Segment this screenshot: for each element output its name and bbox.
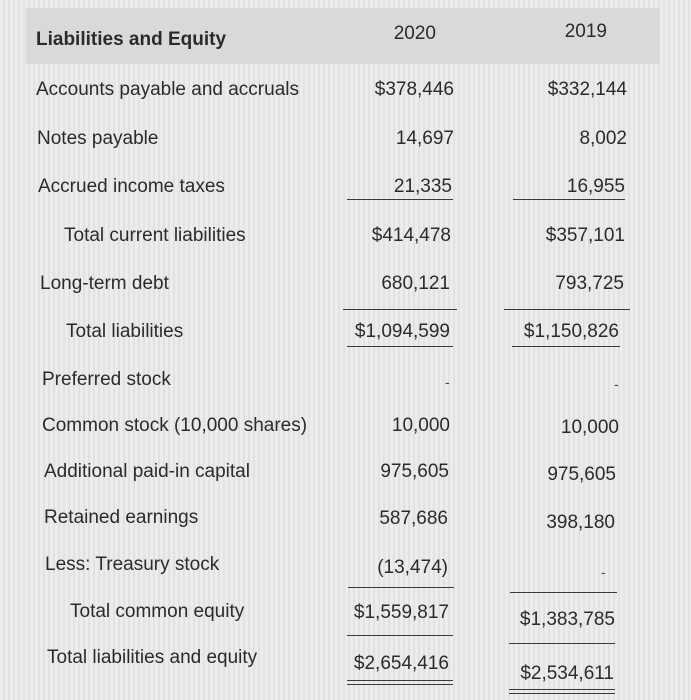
table-row: Notes payable 14,697 8,002 <box>0 119 691 159</box>
row-label: Total liabilities and equity <box>47 647 258 668</box>
row-label: Long-term debt <box>40 273 169 294</box>
value-2020: 21,335 <box>393 176 452 197</box>
value-2019: $332,144 <box>547 79 627 100</box>
value-2019: 398,180 <box>546 512 615 533</box>
row-label: Total common equity <box>70 601 245 622</box>
value-2019: $1,150,826 <box>523 321 619 342</box>
value-2020: $1,559,817 <box>353 602 449 623</box>
value-2020: (13,474) <box>377 557 448 578</box>
table-row: Accrued income taxes 21,335 16,955 <box>0 167 691 207</box>
underline-2020 <box>347 199 453 200</box>
value-2020: $414,478 <box>371 225 451 246</box>
table-row: Long-term debt 680,121 793,725 <box>0 264 691 304</box>
table-row: Total liabilities and equity $2,654,416 … <box>0 638 691 684</box>
value-2020: 975,605 <box>380 461 449 482</box>
table-row: Total common equity $1,559,817 $1,383,78… <box>0 592 691 632</box>
underline-2019 <box>513 199 625 200</box>
table-row: Less: Treasury stock (13,474) - <box>0 545 691 585</box>
underline-2020 <box>343 309 457 310</box>
table-row: Preferred stock - - <box>0 360 691 400</box>
row-label: Common stock (10,000 shares) <box>42 415 308 436</box>
double-underline-2019 <box>509 689 615 694</box>
row-label: Accrued income taxes <box>38 176 225 197</box>
underline-2019 <box>504 309 630 310</box>
value-2020: $378,446 <box>374 79 454 100</box>
value-2020: 680,121 <box>381 273 450 294</box>
value-2019: $2,534,611 <box>520 663 614 684</box>
section-title: Liabilities and Equity <box>36 29 227 50</box>
value-2019: 8,002 <box>579 128 627 149</box>
table-row: Common stock (10,000 shares) 10,000 10,0… <box>0 406 691 446</box>
value-2020: $1,094,599 <box>354 321 450 342</box>
value-2020: 14,697 <box>395 128 454 149</box>
table-row: Total liabilities $1,094,599 $1,150,826 <box>0 312 691 352</box>
row-label: Total current liabilities <box>64 225 246 246</box>
double-underline-2020 <box>347 680 453 685</box>
row-label: Less: Treasury stock <box>45 554 220 575</box>
underline-2020 <box>347 346 453 347</box>
underline-2020 <box>348 587 454 588</box>
value-2019: $357,101 <box>545 225 625 246</box>
value-2020: - <box>445 374 450 390</box>
value-2019: $1,383,785 <box>519 609 615 630</box>
underline-2019 <box>512 346 620 347</box>
year-2020-header: 2020 <box>393 23 436 44</box>
row-label: Retained earnings <box>44 507 199 528</box>
value-2019: 975,605 <box>547 464 616 485</box>
row-label: Total liabilities <box>66 321 184 342</box>
value-2020: 587,686 <box>379 508 448 529</box>
row-label: Notes payable <box>37 128 159 149</box>
row-label: Accounts payable and accruals <box>36 79 299 100</box>
table-row: Total current liabilities $414,478 $357,… <box>0 216 691 256</box>
value-2019: 10,000 <box>560 417 619 438</box>
value-2019: 793,725 <box>555 273 624 294</box>
value-2019: - <box>601 564 606 580</box>
value-2019: - <box>614 376 619 392</box>
header-row: Liabilities and Equity 2020 2019 <box>0 21 691 62</box>
table-row: Accounts payable and accruals $378,446 $… <box>0 70 691 110</box>
underline-2019 <box>510 592 617 593</box>
value-2020: $2,654,416 <box>353 653 449 674</box>
table-row: Additional paid-in capital 975,605 975,6… <box>0 452 691 492</box>
underline-2019 <box>509 643 615 644</box>
year-2019-header: 2019 <box>564 21 607 42</box>
table-row: Retained earnings 587,686 398,180 <box>0 498 691 538</box>
underline-2020 <box>347 635 453 636</box>
value-2019: 16,955 <box>566 176 625 197</box>
row-label: Preferred stock <box>42 369 171 390</box>
row-label: Additional paid-in capital <box>44 461 250 482</box>
header-band <box>26 8 660 64</box>
value-2020: 10,000 <box>391 415 450 436</box>
